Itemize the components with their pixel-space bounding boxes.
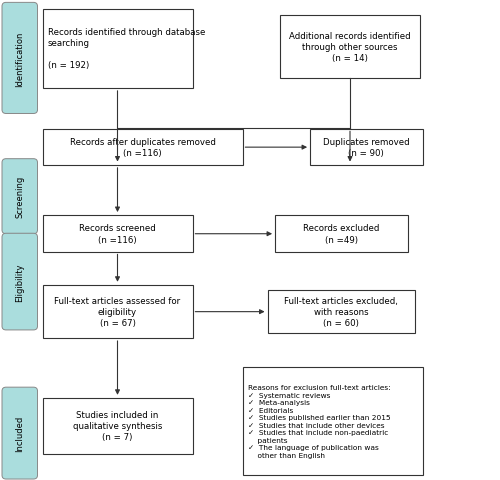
Text: Full-text articles excluded,
with reasons
(n = 60): Full-text articles excluded, with reason… (284, 297, 398, 327)
FancyBboxPatch shape (268, 290, 415, 334)
Text: Screening: Screening (15, 176, 24, 218)
FancyBboxPatch shape (2, 159, 38, 234)
FancyBboxPatch shape (42, 10, 192, 89)
Text: Records screened
(n =116): Records screened (n =116) (79, 224, 156, 244)
FancyBboxPatch shape (42, 130, 242, 166)
Text: Full-text articles assessed for
eligibility
(n = 67): Full-text articles assessed for eligibil… (54, 297, 180, 327)
FancyBboxPatch shape (42, 286, 192, 338)
FancyBboxPatch shape (2, 387, 38, 479)
Text: Studies included in
qualitative synthesis
(n = 7): Studies included in qualitative synthesi… (73, 410, 162, 442)
Text: Additional records identified
through other sources
(n = 14): Additional records identified through ot… (289, 32, 411, 63)
Text: Included: Included (15, 415, 24, 451)
Text: Eligibility: Eligibility (15, 263, 24, 301)
Text: Records identified through database
searching

(n = 192): Records identified through database sear… (48, 28, 205, 70)
FancyBboxPatch shape (2, 3, 38, 114)
FancyBboxPatch shape (275, 216, 407, 252)
Text: Records excluded
(n =49): Records excluded (n =49) (303, 224, 380, 244)
Text: Identification: Identification (15, 31, 24, 86)
FancyBboxPatch shape (280, 16, 420, 79)
Text: Reasons for exclusion full-text articles:
✓  Systematic reviews
✓  Meta-analysis: Reasons for exclusion full-text articles… (248, 384, 390, 458)
FancyBboxPatch shape (42, 398, 192, 454)
FancyBboxPatch shape (2, 234, 38, 330)
Text: Duplicates removed
(n = 90): Duplicates removed (n = 90) (323, 138, 410, 157)
FancyBboxPatch shape (310, 130, 422, 166)
Text: Records after duplicates removed
(n =116): Records after duplicates removed (n =116… (70, 138, 216, 157)
FancyBboxPatch shape (242, 367, 422, 475)
FancyBboxPatch shape (42, 216, 192, 252)
